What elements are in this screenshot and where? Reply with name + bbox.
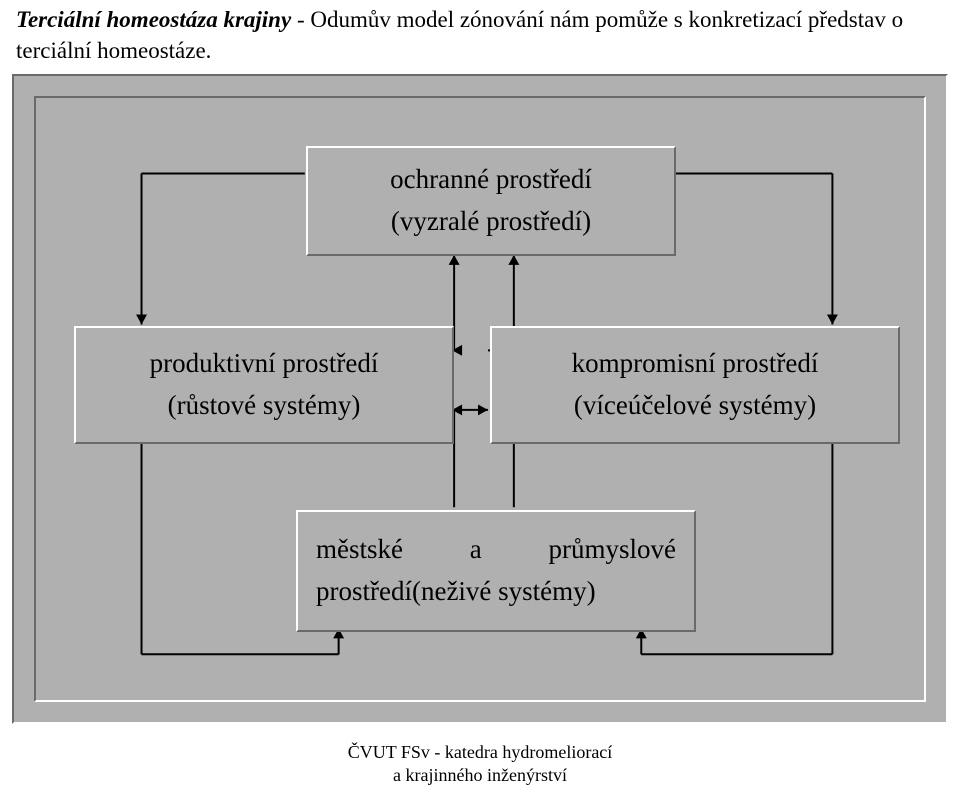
page-footer: ČVUT FSv - katedra hydromeliorací a kraj…	[0, 741, 960, 786]
diagram-panel: ochranné prostředí (vyzralé prostředí) p…	[12, 74, 948, 724]
node-bottom-w3: průmyslové	[548, 529, 676, 571]
footer-line1: ČVUT FSv - katedra hydromeliorací	[0, 741, 960, 764]
node-bottom-w2: a	[470, 529, 482, 571]
node-left-line1: produktivní prostředí	[150, 343, 379, 385]
diagram-inner-frame: ochranné prostředí (vyzralé prostředí) p…	[34, 96, 926, 702]
node-bottom: městské a průmyslové prostředí(neživé sy…	[296, 510, 696, 632]
node-left: produktivní prostředí (růstové systémy)	[74, 326, 454, 444]
title-emphasis: Terciální homeostáza krajiny	[16, 7, 291, 32]
page-title: Terciální homeostáza krajiny - Odumův mo…	[0, 0, 960, 76]
node-bottom-line2: prostředí(neživé systémy)	[316, 571, 676, 613]
node-right-line1: kompromisní prostředí	[572, 343, 819, 385]
node-bottom-line1: městské a průmyslové	[316, 529, 676, 571]
footer-line2: a krajinného inženýrství	[0, 764, 960, 787]
node-left-line2: (růstové systémy)	[168, 385, 361, 427]
node-top-line2: (vyzralé prostředí)	[391, 201, 591, 243]
node-top-line1: ochranné prostředí	[390, 159, 592, 201]
node-right: kompromisní prostředí (víceúčelové systé…	[490, 326, 900, 444]
node-bottom-w1: městské	[316, 529, 403, 571]
node-right-line2: (víceúčelové systémy)	[574, 385, 816, 427]
node-top: ochranné prostředí (vyzralé prostředí)	[306, 146, 676, 256]
